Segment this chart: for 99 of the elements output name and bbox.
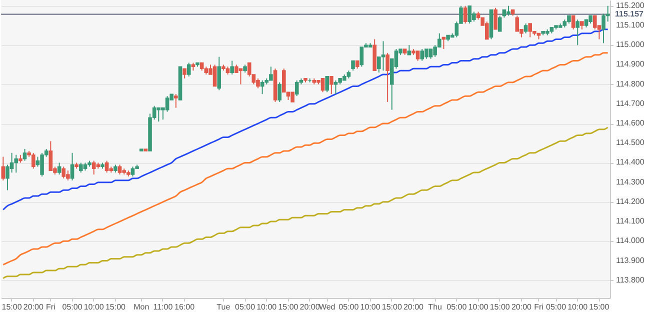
candlestick	[104, 160, 109, 174]
x-tick-label: Thu	[428, 302, 442, 312]
candlestick	[381, 40, 386, 72]
candlestick	[186, 62, 191, 77]
x-tick-label: 15:00	[105, 302, 126, 312]
candlestick	[463, 5, 468, 24]
x-tick-label: 10:00	[84, 302, 104, 312]
candlestick	[407, 44, 412, 56]
candlestick	[22, 148, 27, 162]
x-tick-label: 20:00	[403, 302, 424, 312]
y-tick-label: 115.200	[616, 0, 645, 10]
x-tick-label: 15:00	[382, 302, 402, 312]
candlestick	[6, 164, 10, 191]
candlestick	[515, 15, 520, 32]
candlestick	[592, 15, 597, 30]
candlestick	[506, 5, 510, 16]
y-tick-label: 114.800	[616, 79, 645, 88]
candlestick	[230, 60, 234, 75]
x-tick-label: 10:00	[360, 302, 381, 312]
y-tick-label: 114.600	[616, 118, 645, 128]
x-tick-label: 05:00	[338, 302, 360, 312]
x-tick-label: 10:00	[568, 302, 588, 312]
x-tick-label: Fri	[534, 302, 544, 312]
y-tick-label: 114.400	[616, 158, 645, 167]
x-tick-label: 05:00	[235, 302, 256, 312]
candlestick	[217, 56, 222, 91]
candlestick	[576, 19, 580, 46]
candlestick	[14, 154, 18, 174]
y-tick-label: 114.300	[616, 177, 645, 186]
candlestick	[278, 82, 282, 102]
candlestick	[468, 5, 472, 24]
candlestick	[420, 48, 424, 62]
candlestick	[79, 162, 83, 174]
candlestick	[360, 46, 364, 68]
candlestick	[238, 68, 243, 85]
candlestick	[494, 7, 498, 30]
x-tick-label: 20:00	[23, 302, 44, 312]
candlestick	[1, 156, 6, 181]
line-series	[2, 52, 609, 266]
candlestick	[386, 52, 390, 102]
candlestick	[130, 166, 135, 177]
candlestick	[212, 64, 217, 87]
candlestick	[571, 15, 576, 30]
candlestick	[351, 60, 355, 72]
y-tick-label: 114.900	[616, 60, 645, 69]
candlestick	[174, 94, 178, 108]
y-tick-label: 114.100	[616, 216, 645, 226]
x-tick-label: Mon	[134, 302, 150, 312]
y-tick-label: 114.500	[616, 138, 645, 148]
x-tick-label: 11:00	[153, 302, 174, 312]
candlestick	[57, 162, 62, 175]
x-tick-label: Tue	[216, 302, 231, 312]
x-tick-label: Wed	[318, 302, 336, 312]
candlestick	[31, 152, 36, 170]
candlestick	[416, 50, 420, 62]
x-tick-label: 16:00	[174, 302, 196, 312]
x-tick-label: 05:00	[546, 302, 567, 312]
candlestick	[165, 96, 170, 112]
x-tick-label: Fri	[46, 302, 56, 312]
line-series	[2, 126, 609, 280]
y-tick-label: 114.700	[616, 98, 645, 108]
candlestick	[156, 107, 161, 122]
candlestick	[442, 36, 446, 50]
x-tick-label: 05:00	[62, 302, 83, 312]
x-tick-label: 10:00	[468, 302, 489, 312]
candlestick	[334, 80, 338, 95]
candlestick	[70, 152, 74, 181]
y-tick-label: 114.200	[616, 196, 645, 206]
x-tick-label: 15:00	[2, 302, 22, 312]
candlestick	[602, 13, 606, 44]
candlestick	[48, 140, 53, 172]
candlestick	[62, 166, 66, 179]
candlestick	[428, 48, 433, 60]
x-tick-label: 20:00	[511, 302, 532, 312]
candlestick	[256, 78, 260, 89]
candlestick	[294, 80, 299, 97]
y-tick-label: 113.900	[616, 256, 645, 265]
y-tick-label: 115.100	[616, 20, 645, 30]
candlestick	[524, 23, 528, 34]
x-tick-label: 15:00	[490, 302, 510, 312]
candlestick	[260, 80, 264, 95]
candlestick	[325, 76, 329, 93]
x-tick-label: 15:00	[589, 302, 610, 312]
ref-line-label: 115.157	[615, 9, 644, 18]
x-tick-label: 15:00	[278, 302, 299, 312]
x-tick-label: 10:00	[256, 302, 278, 312]
candlestick	[182, 68, 186, 79]
y-tick-label: 113.800	[616, 275, 645, 284]
y-tick-label: 115.000	[616, 40, 645, 50]
x-tick-label: 20:00	[300, 302, 320, 312]
candlestick	[290, 92, 294, 102]
candlestick	[118, 164, 122, 175]
x-tick-label: 05:00	[446, 302, 468, 312]
candlestick	[330, 76, 334, 95]
candlestick	[498, 15, 502, 32]
candlestick	[282, 68, 286, 93]
candlestick	[92, 160, 96, 175]
y-tick-label: 114.000	[616, 236, 645, 246]
candlestick	[320, 78, 325, 93]
